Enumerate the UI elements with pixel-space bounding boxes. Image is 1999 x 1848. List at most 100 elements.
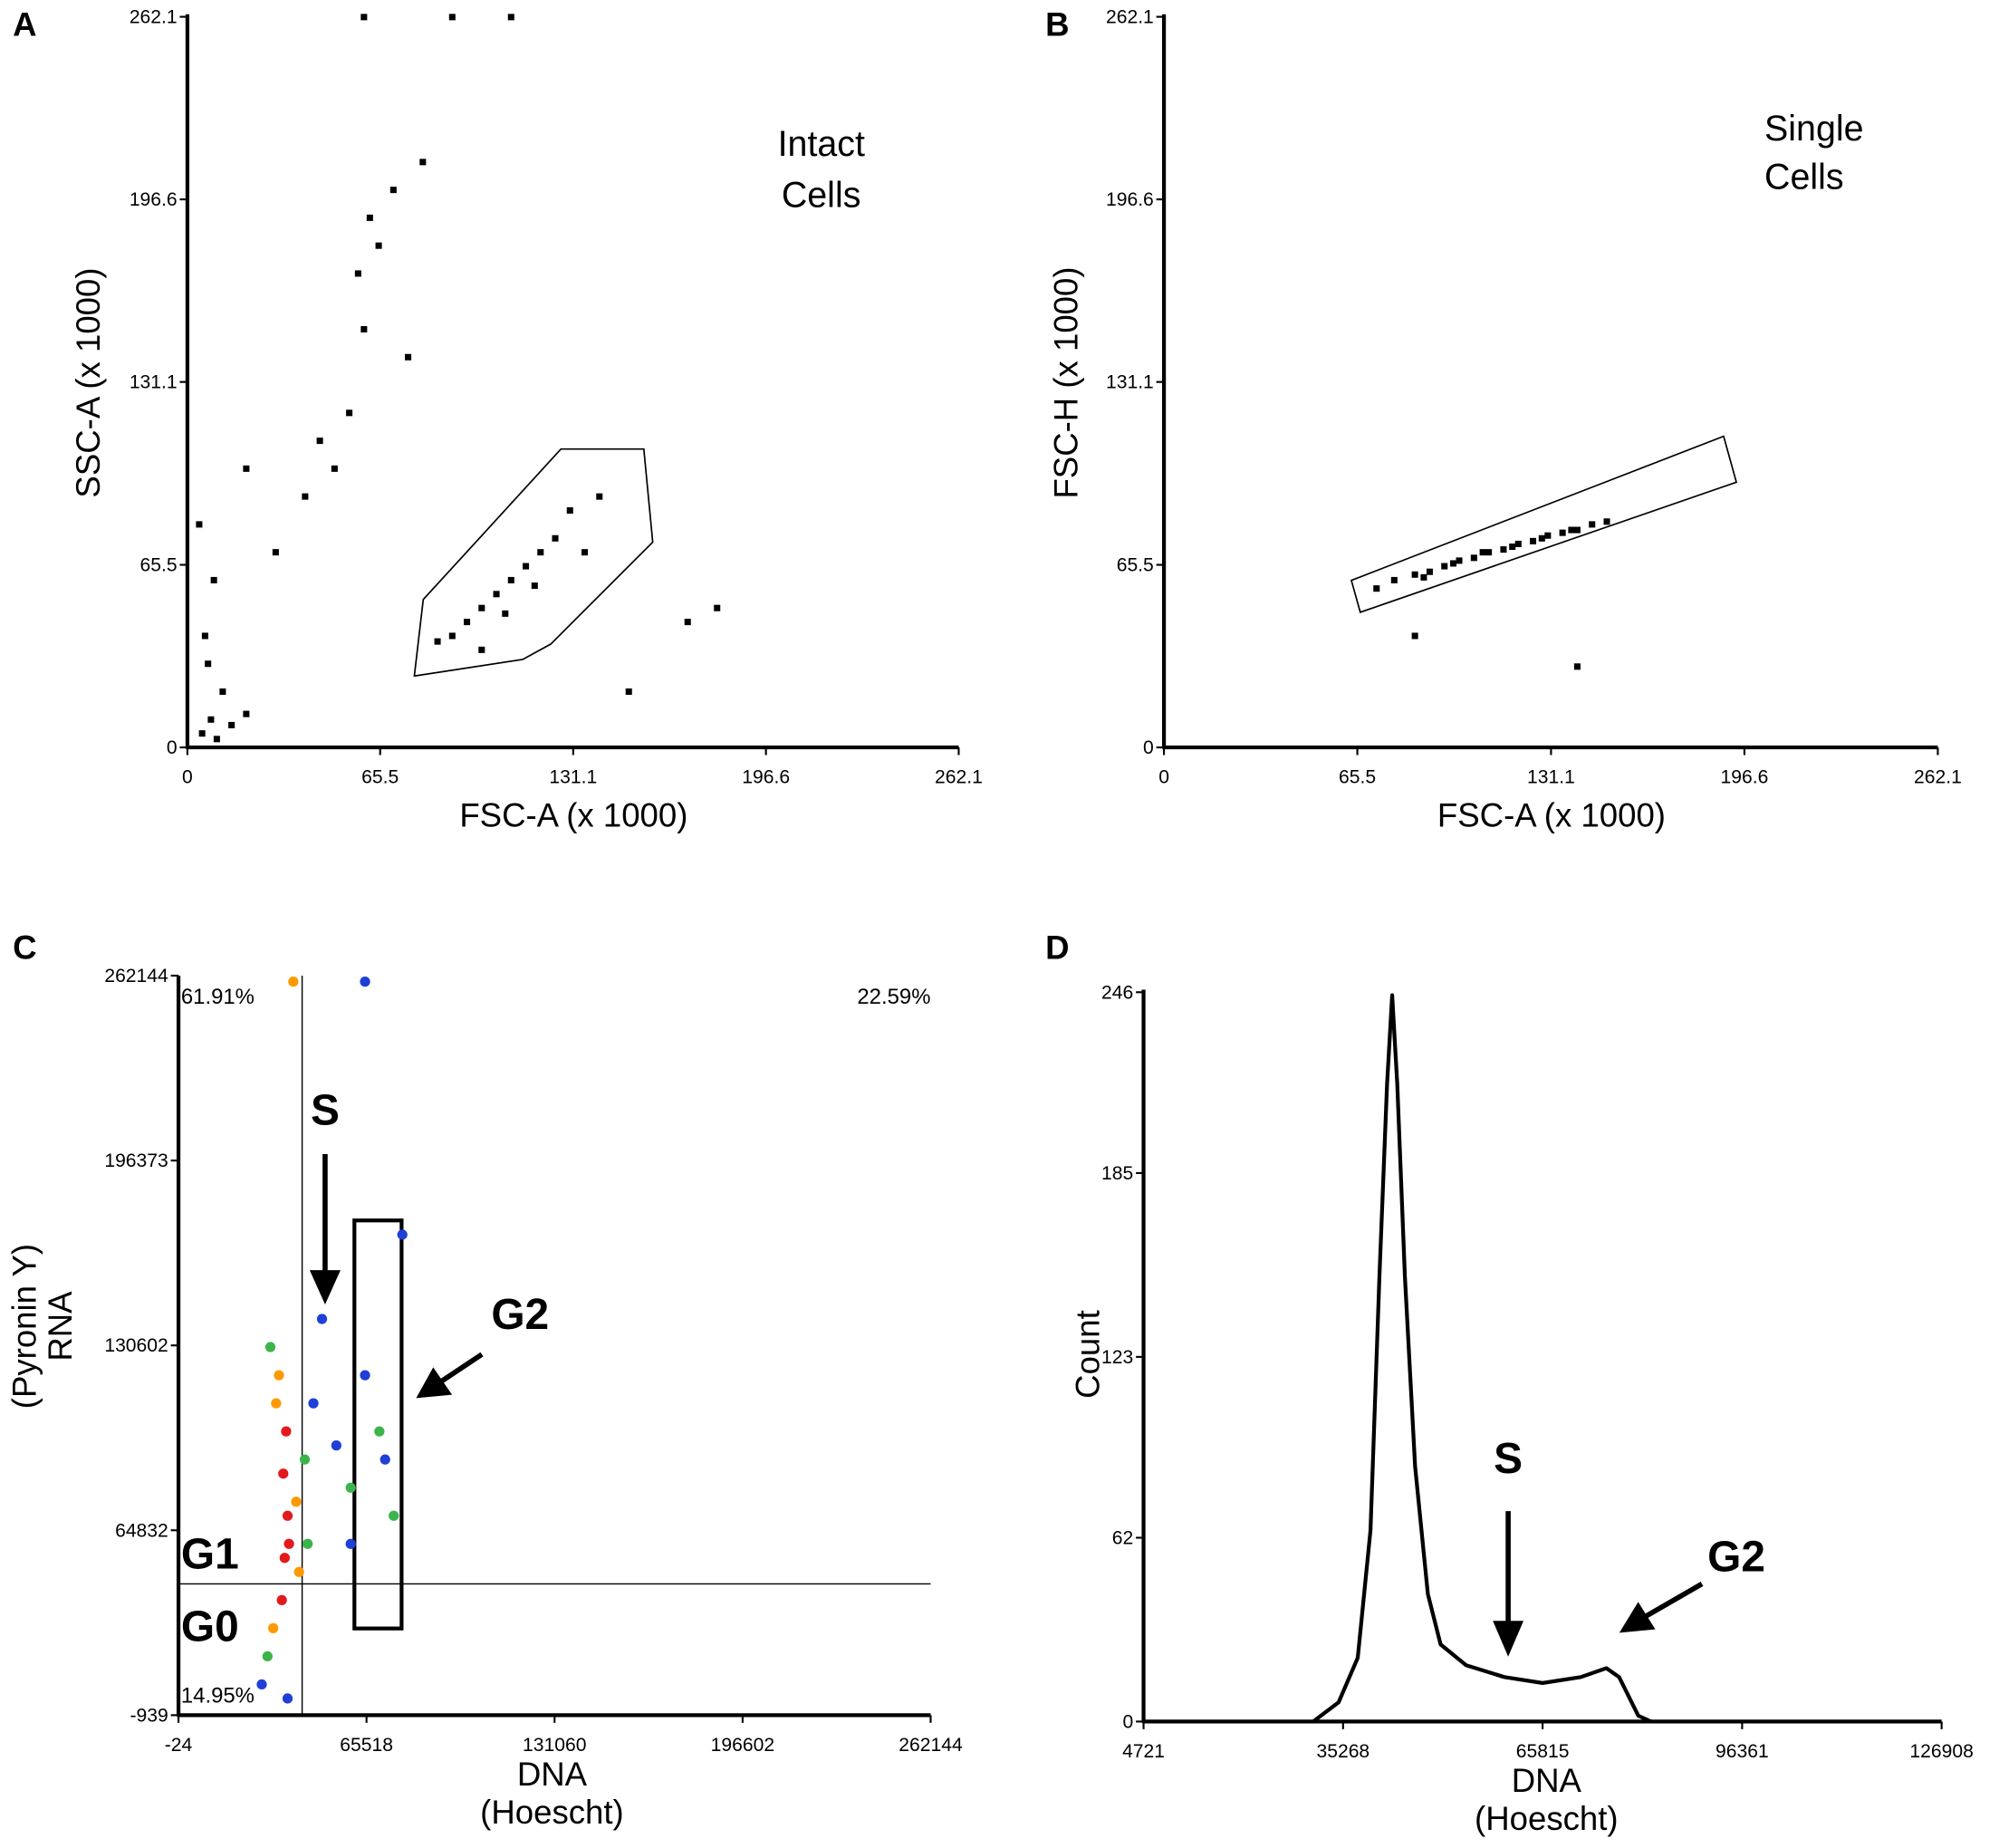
point bbox=[1411, 571, 1418, 578]
y-tick-label: 131.1 bbox=[1106, 372, 1154, 393]
x-tick-label: 262.1 bbox=[935, 766, 983, 787]
y-tick-label: 130602 bbox=[104, 1335, 168, 1356]
y-tick-label: 246 bbox=[1101, 982, 1133, 1003]
annotation: Cells bbox=[782, 175, 861, 215]
point bbox=[299, 1454, 311, 1465]
point bbox=[276, 1594, 287, 1605]
annotation: Cells bbox=[1764, 158, 1844, 197]
point bbox=[360, 977, 370, 987]
gate bbox=[413, 448, 654, 678]
point bbox=[264, 1342, 276, 1352]
point bbox=[1514, 540, 1522, 547]
point bbox=[282, 1510, 293, 1521]
point bbox=[531, 582, 538, 590]
point bbox=[537, 549, 544, 556]
point bbox=[1538, 534, 1545, 542]
y-tick-label: 65.5 bbox=[140, 555, 178, 576]
point bbox=[434, 638, 441, 645]
x-axis-label: DNA bbox=[517, 1756, 588, 1793]
gate bbox=[352, 1218, 404, 1631]
point bbox=[293, 1566, 304, 1577]
x-tick-label: 262144 bbox=[899, 1735, 963, 1756]
x-tick-label: 35268 bbox=[1316, 1741, 1370, 1762]
point bbox=[1411, 632, 1418, 640]
x-tick-label: 65815 bbox=[1516, 1741, 1570, 1762]
point bbox=[331, 465, 338, 472]
point bbox=[596, 493, 603, 500]
point bbox=[243, 710, 250, 717]
point bbox=[478, 604, 485, 611]
x-tick-label: 196602 bbox=[711, 1735, 774, 1756]
point bbox=[1573, 526, 1581, 534]
point bbox=[205, 660, 212, 668]
x-tick-label: 131.1 bbox=[1527, 766, 1575, 787]
line bbox=[1312, 993, 1652, 1724]
point bbox=[581, 549, 589, 556]
y-tick-label: 196.6 bbox=[130, 189, 178, 210]
y-tick-label: 0 bbox=[1123, 1711, 1134, 1732]
x-tick-label: 131.1 bbox=[549, 766, 597, 787]
y-tick-label: 123 bbox=[1101, 1347, 1133, 1368]
point bbox=[279, 1553, 290, 1564]
phase-label: G2 bbox=[491, 1291, 549, 1339]
point bbox=[201, 632, 208, 640]
point bbox=[288, 977, 299, 987]
point bbox=[316, 1314, 328, 1324]
point bbox=[274, 1370, 284, 1381]
point bbox=[714, 604, 721, 611]
quadrant-label: 61.91% bbox=[181, 985, 255, 1009]
y-axis-label: Count bbox=[1069, 1310, 1106, 1399]
x-tick-label: 0 bbox=[182, 766, 193, 787]
point bbox=[271, 1398, 282, 1409]
point bbox=[684, 619, 691, 626]
y-axis-label: FSC-H (x 1000) bbox=[1047, 266, 1084, 498]
point bbox=[291, 1497, 302, 1507]
y-tick-label: 196.6 bbox=[1106, 189, 1154, 210]
point bbox=[360, 1370, 370, 1381]
point bbox=[1390, 576, 1398, 583]
point bbox=[448, 632, 456, 640]
point bbox=[360, 14, 368, 21]
point bbox=[210, 576, 217, 583]
point bbox=[419, 159, 427, 166]
y-tick-label: 262.1 bbox=[1106, 7, 1154, 28]
x-tick-label: 65.5 bbox=[1339, 766, 1376, 787]
point bbox=[1479, 549, 1486, 556]
x-tick-label: 131060 bbox=[523, 1735, 586, 1756]
phase-label: S bbox=[1494, 1435, 1523, 1483]
point bbox=[207, 716, 215, 723]
point bbox=[366, 214, 373, 221]
phase-label: G0 bbox=[181, 1603, 239, 1651]
point bbox=[1603, 518, 1610, 525]
y-tick-label: 65.5 bbox=[1117, 555, 1154, 576]
point bbox=[523, 563, 530, 570]
point bbox=[625, 688, 632, 696]
point bbox=[196, 521, 203, 528]
x-axis-label: (Hoescht) bbox=[1475, 1800, 1619, 1837]
x-tick-label: -24 bbox=[165, 1735, 193, 1756]
panel-letter: D bbox=[1045, 929, 1069, 967]
point bbox=[1420, 573, 1427, 581]
x-tick-label: 196.6 bbox=[1721, 766, 1769, 787]
y-tick-label: 0 bbox=[1143, 737, 1154, 758]
y-tick-label: 185 bbox=[1101, 1163, 1133, 1184]
point bbox=[272, 549, 279, 556]
y-tick-label: 262.1 bbox=[130, 7, 178, 28]
point bbox=[1544, 532, 1552, 539]
point bbox=[346, 409, 353, 417]
point bbox=[374, 1426, 385, 1437]
x-axis-label: FSC-A (x 1000) bbox=[459, 796, 687, 833]
point bbox=[282, 1693, 293, 1704]
point bbox=[345, 1482, 356, 1493]
point bbox=[284, 1538, 294, 1549]
y-tick-label: 0 bbox=[167, 737, 178, 758]
y-axis-label: (Pyronin Y) bbox=[5, 1244, 43, 1409]
panel-letter: A bbox=[13, 6, 36, 43]
point bbox=[302, 493, 309, 500]
point bbox=[507, 14, 514, 21]
y-tick-label: 196373 bbox=[104, 1150, 168, 1171]
point bbox=[478, 646, 485, 653]
y-axis-label: SSC-A (x 1000) bbox=[70, 267, 107, 497]
point bbox=[256, 1679, 267, 1690]
